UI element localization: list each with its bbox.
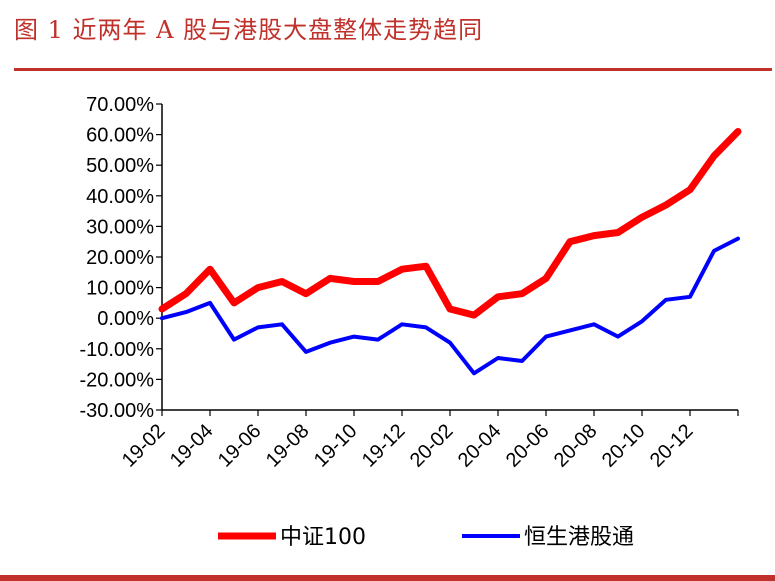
- y-tick-label: -20.00%: [80, 369, 155, 391]
- x-tick-label: 20-06: [502, 420, 554, 472]
- x-tick-label: 19-06: [214, 420, 266, 472]
- x-tick-label: 20-12: [646, 420, 698, 472]
- y-tick-label: 40.00%: [86, 186, 154, 208]
- x-tick-label: 19-10: [310, 420, 362, 472]
- x-tick-label: 20-08: [550, 420, 602, 472]
- y-tick-label: 0.00%: [97, 308, 154, 330]
- x-tick-label: 19-02: [118, 420, 170, 472]
- y-tick-label: 30.00%: [86, 216, 154, 238]
- y-tick-label: -30.00%: [80, 400, 155, 422]
- chart-axes: 70.00% 60.00% 50.00% 40.00% 30.00% 20.00% 10.0…: [80, 94, 739, 472]
- figure-title: 图 1 近两年 A 股与港股大盘整体走势趋同: [14, 16, 484, 44]
- y-tick-label: 10.00%: [86, 278, 154, 300]
- y-tick-label: -10.00%: [80, 339, 155, 361]
- y-tick-label: 70.00%: [86, 94, 154, 116]
- series-layer: [158, 128, 742, 376]
- legend-label: 中证100: [280, 525, 366, 550]
- y-tick-label: 50.00%: [86, 155, 154, 177]
- legend-label: 恒生港股通: [524, 525, 634, 550]
- x-tick-label: 19-04: [166, 420, 218, 472]
- series-line-csi100: [158, 128, 742, 319]
- x-tick-label: 19-08: [262, 420, 314, 472]
- chart-legend: 中证100 恒生港股通: [218, 525, 634, 550]
- x-tick-label: 20-10: [598, 420, 650, 472]
- bottom-divider: [0, 575, 775, 581]
- y-tick-label: 20.00%: [86, 247, 154, 269]
- y-tick-label: 60.00%: [86, 125, 154, 147]
- x-tick-label: 20-02: [406, 420, 458, 472]
- x-tick-label: 19-12: [358, 420, 410, 472]
- title-divider: [14, 68, 772, 71]
- x-tick-label: 20-04: [454, 420, 506, 472]
